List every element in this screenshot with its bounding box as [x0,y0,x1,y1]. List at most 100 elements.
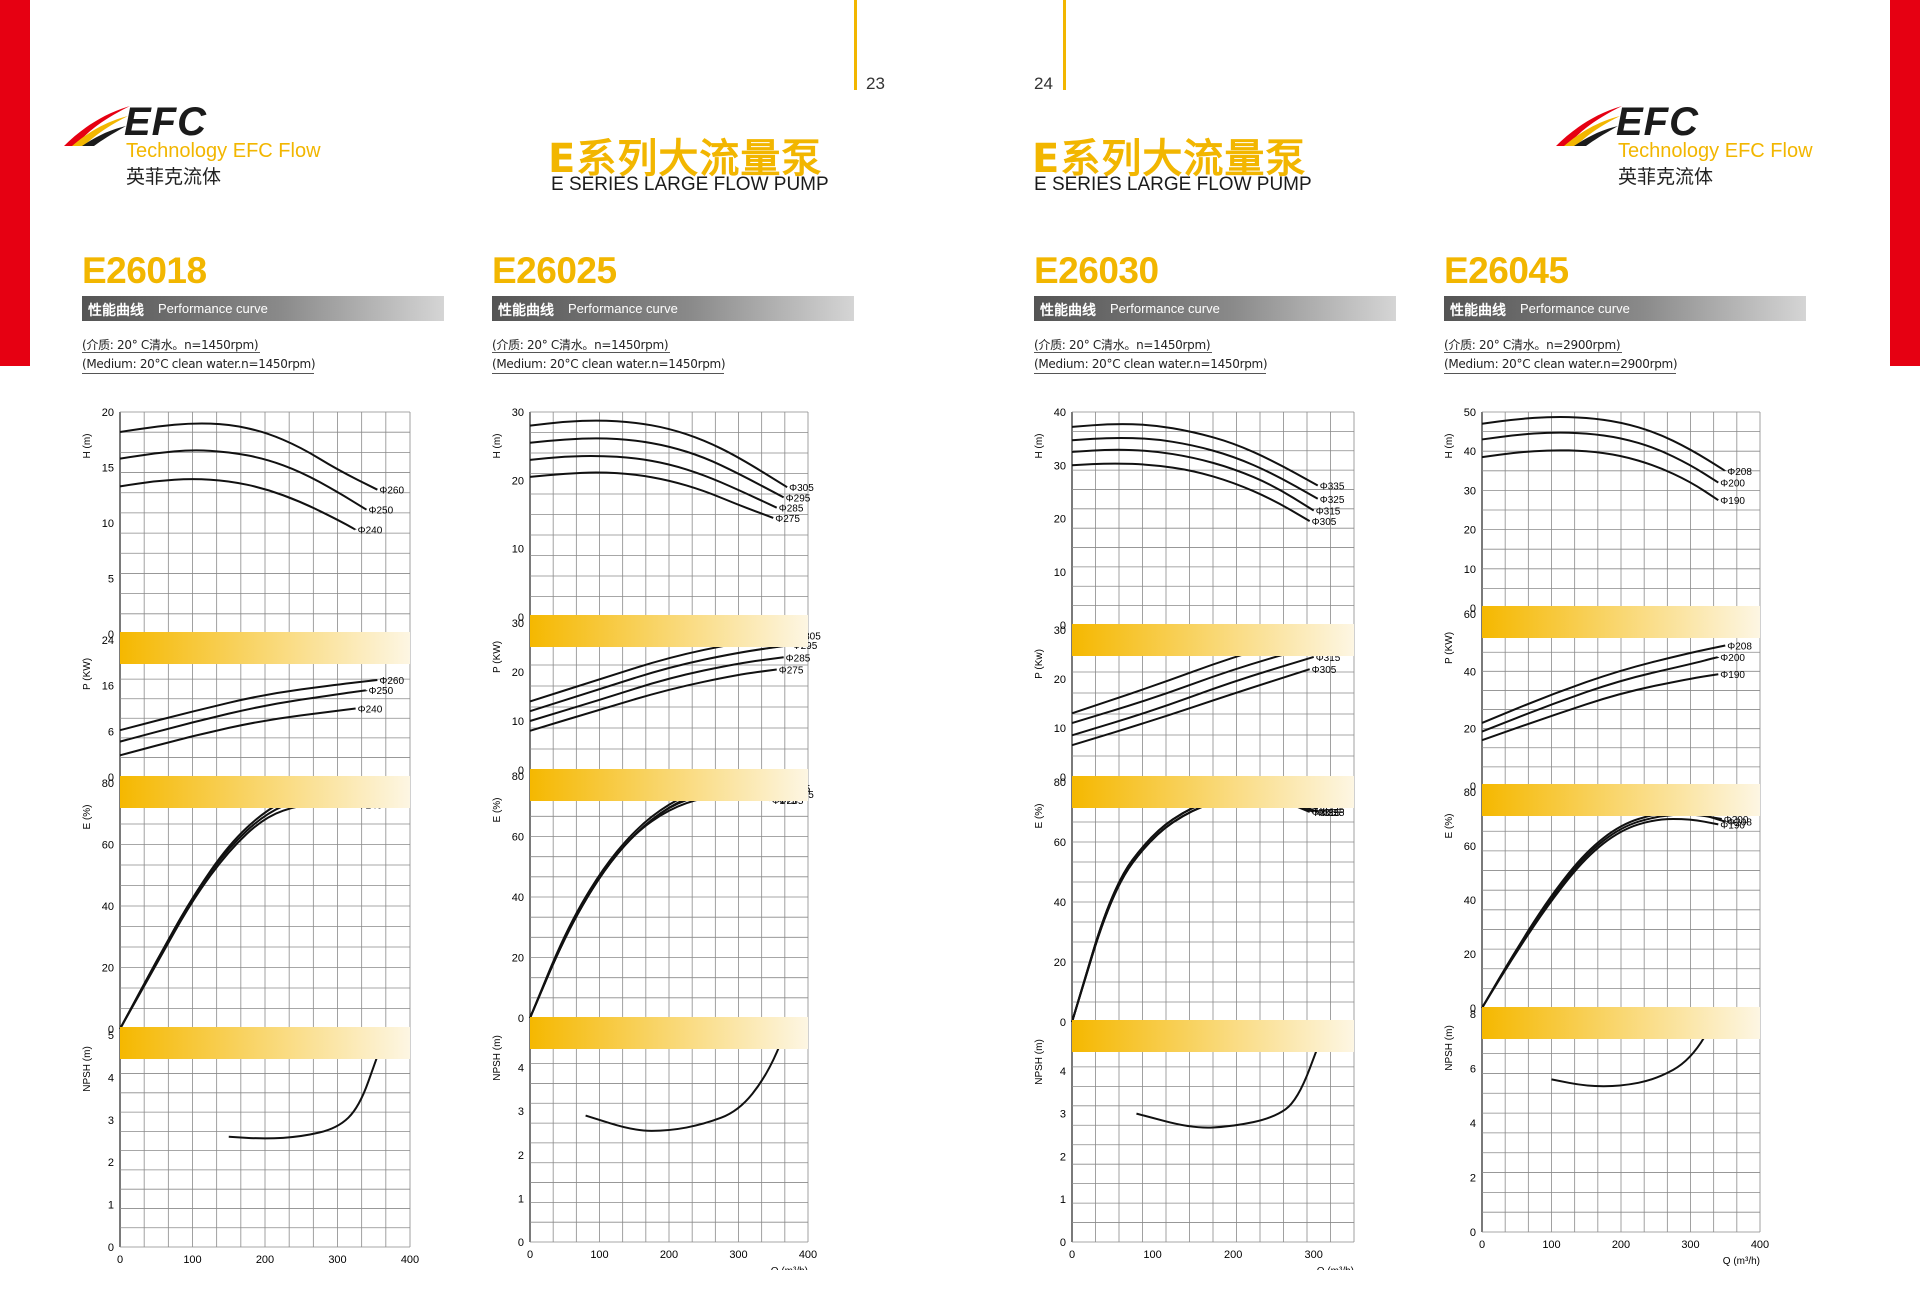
curve-E-Φ285 [529,791,777,1019]
section-band [120,1027,410,1059]
y-tick-label: 80 [1054,777,1066,789]
y-tick-label: 0 [108,772,114,784]
x-tick-label: 300 [1681,1239,1699,1251]
logo-brand: EFC [1616,100,1699,144]
y-tick-label: 0 [108,1242,114,1254]
curve-H-Φ275 [529,471,774,519]
y-tick-label: 80 [512,771,524,783]
medium-en: (Medium: 20°C clean water.n=1450rpm) [1034,357,1268,371]
y-tick-label: 20 [1464,724,1476,736]
y-axis-label: P (KW) [82,658,93,690]
performance-curve-banner: 性能曲线 Performance curve [1444,296,1806,321]
curve-P-Φ240 [119,707,357,757]
y-tick-label: 20 [1464,525,1476,537]
medium-rule [1034,373,1266,374]
curve-P-Φ200 [1481,656,1719,733]
y-tick-label: 0 [1470,603,1476,615]
y-tick-label: 30 [512,618,524,630]
section-band [1072,776,1354,808]
y-tick-label: 4 [1470,1118,1476,1130]
section-band [120,632,410,664]
series-label: Φ208 [1727,818,1752,829]
section-band [1482,1007,1760,1039]
curve-H-Φ325 [1071,436,1319,500]
curve-P-Φ260 [119,678,378,732]
left-red-edge [0,0,30,366]
medium-rule [492,373,724,374]
curve-E-Φ275 [529,794,770,1019]
series-label: Φ200 [1720,653,1745,664]
y-axis-label: E (%) [82,805,93,830]
medium-rule [492,352,670,353]
series-label: Φ325 [1320,805,1345,816]
series-label: Φ250 [369,506,394,517]
y-tick-label: 5 [108,1030,114,1042]
x-tick-label: 300 [328,1254,346,1266]
series-label: Φ305 [1312,808,1337,819]
series-label: Φ305 [789,483,814,494]
y-tick-label: 40 [1054,897,1066,909]
y-tick-label: 2 [1470,1173,1476,1185]
series-subtitle-right: E SERIES LARGE FLOW PUMP [1034,174,1312,195]
medium-cn: (介质: 20° C清水。n=1450rpm) [1034,338,1211,352]
y-tick-label: 0 [1470,1227,1476,1239]
x-tick-label: 0 [1479,1239,1485,1251]
y-tick-label: 30 [512,407,524,419]
x-tick-label: 200 [256,1254,274,1266]
y-axis-label: P (KW) [492,641,503,673]
series-label: Φ305 [796,631,821,642]
curve-P-Φ305 [1071,668,1310,747]
y-tick-label: 40 [102,901,114,913]
section-band [530,1017,808,1049]
series-label: Φ285 [779,796,804,807]
y-tick-label: 0 [108,1024,114,1036]
logo-cn: 英菲克流体 [126,166,222,188]
y-tick-label: 4 [1060,1066,1066,1078]
y-axis-label: H (m) [82,434,93,459]
perf-label-cn: 性能曲线 [498,303,554,319]
x-tick-label: 200 [660,1249,678,1261]
y-tick-label: 40 [1464,666,1476,678]
y-tick-label: 2 [518,1150,524,1162]
medium-rule [82,373,314,374]
y-tick-label: 10 [1464,564,1476,576]
medium-cn: (介质: 20° C清水。n=1450rpm) [492,338,669,352]
page-number-right: 24 [1034,74,1053,93]
curve-H-Φ208 [1481,415,1726,472]
curve-H-Φ200 [1481,431,1719,484]
y-tick-label: 60 [512,832,524,844]
series-label: Φ315 [1316,507,1341,518]
y-tick-label: 15 [102,463,114,475]
series-label: Φ275 [775,514,800,525]
y-axis-label: P (KW) [1444,632,1455,664]
x-axis-label: Q (m³/h) [1723,1256,1760,1267]
x-tick-label: 400 [401,1254,419,1266]
series-label: Φ295 [786,493,811,504]
series-label: Φ335 [1320,481,1345,492]
curve-H-Φ240 [119,478,357,531]
curve-NPSH-NPSH [1136,1036,1323,1129]
series-label: Φ200 [1724,815,1749,826]
series-label: Φ208 [1727,642,1752,653]
y-tick-label: 10 [102,518,114,530]
section-band [530,769,808,801]
series-label: Φ240 [358,526,383,537]
y-tick-label: 10 [1054,567,1066,579]
medium-rule [82,352,260,353]
series-label: Φ208 [1727,467,1752,478]
y-tick-label: 1 [518,1193,524,1205]
curve-E-Φ305 [529,785,788,1019]
y-tick-label: 20 [1054,957,1066,969]
y-tick-label: 2 [1060,1151,1066,1163]
series-label: Φ260 [379,676,404,687]
series-label: Φ335 [1320,808,1345,819]
y-tick-label: 0 [1060,620,1066,632]
y-tick-label: 20 [512,667,524,679]
curve-H-Φ295 [529,437,785,499]
y-tick-label: 3 [518,1106,524,1118]
y-tick-label: 4 [518,1063,524,1075]
curve-H-Φ190 [1481,449,1719,502]
series-label: Φ305 [1312,517,1337,528]
